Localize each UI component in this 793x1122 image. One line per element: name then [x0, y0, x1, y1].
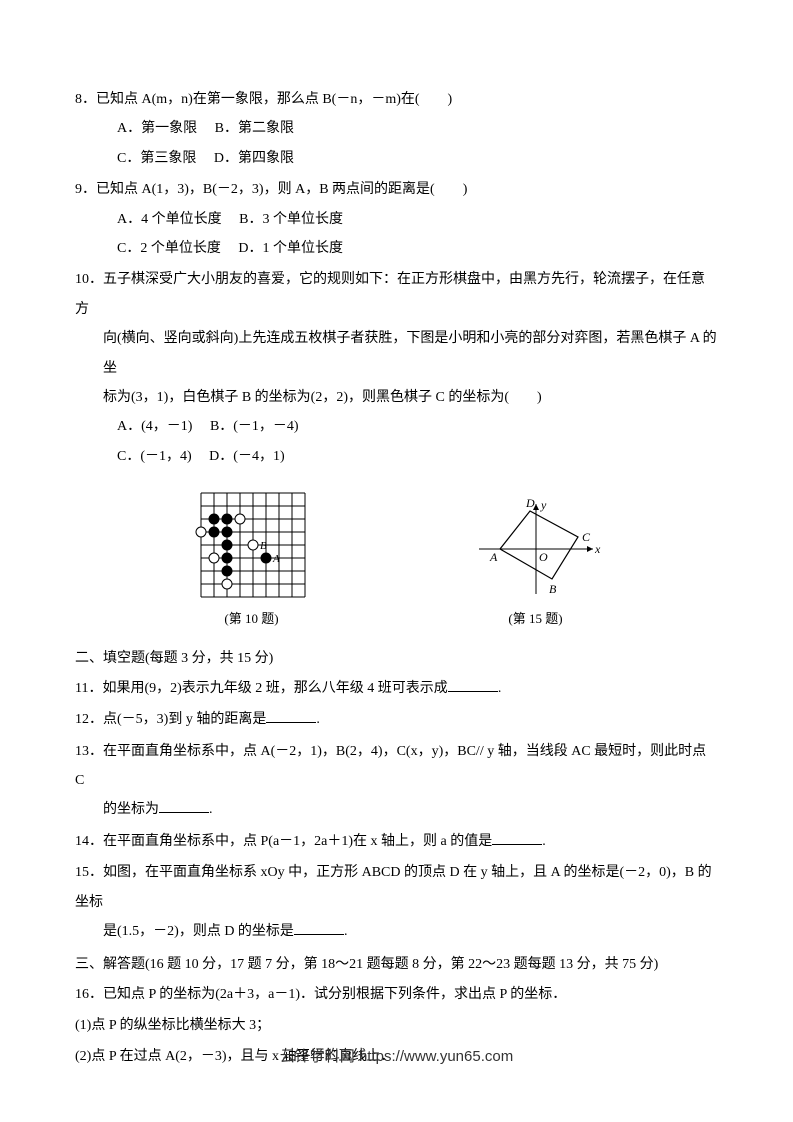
q10-options-row2: C．(－1，4) D．(－4，1): [75, 442, 718, 471]
q15-suffix: .: [344, 924, 348, 939]
page-footer: 云锋学科网 https://www.yun65.com: [0, 1041, 793, 1073]
q8-opt-c: C．第三象限: [117, 151, 196, 166]
question-9: 9．已知点 A(1，3)，B(－2，3)，则 A，B 两点间的距离是( ) A．…: [75, 175, 718, 263]
svg-text:y: y: [540, 499, 547, 512]
question-13: 13．在平面直角坐标系中，点 A(－2，1)，B(2，4)，C(x，y)，BC/…: [75, 737, 718, 825]
section-3-header: 三、解答题(16 题 10 分，17 题 7 分，第 18～21 题每题 8 分…: [75, 950, 718, 979]
q11-text: 11．如果用(9，2)表示九年级 2 班，那么八年级 4 班可表示成: [75, 681, 448, 696]
q16-stem: 16．已知点 P 的坐标为(2a＋3，a－1)．试分别根据下列条件，求出点 P …: [75, 980, 718, 1009]
q14-blank: [492, 829, 542, 844]
figure-10-svg: AB C: [193, 489, 311, 599]
q15-blank: [294, 920, 344, 935]
q9-opt-c: C．2 个单位长度: [117, 241, 221, 256]
q12-text: 12．点(－5，3)到 y 轴的距离是: [75, 712, 266, 727]
svg-text:D: D: [525, 499, 535, 510]
q9-stem: 9．已知点 A(1，3)，B(－2，3)，则 A，B 两点间的距离是( ): [75, 175, 718, 204]
q11-blank: [448, 676, 498, 691]
q10-opt-c: C．(－1，4): [117, 449, 192, 464]
figure-15-svg: A B C D Ox y: [471, 499, 601, 599]
q10-line3: 标为(3，1)，白色棋子 B 的坐标为(2，2)，则黑色棋子 C 的坐标为( ): [75, 383, 718, 412]
question-12: 12．点(－5，3)到 y 轴的距离是.: [75, 705, 718, 734]
svg-text:B: B: [549, 582, 557, 596]
question-10: 10．五子棋深受广大小朋友的喜爱，它的规则如下：在正方形棋盘中，由黑方先行，轮流…: [75, 265, 718, 471]
question-8: 8．已知点 A(m，n)在第一象限，那么点 B(－n，－m)在( ) A．第一象…: [75, 85, 718, 173]
figures-row: ABC (第 10 题) ABCDOxy (第 15 题): [75, 489, 718, 632]
svg-text:A: A: [489, 550, 498, 564]
q10-opt-a: A．(4，－1): [117, 419, 192, 434]
q10-line2: 向(横向、竖向或斜向)上先连成五枚棋子者获胜，下图是小明和小亮的部分对弈图，若黑…: [75, 324, 718, 383]
svg-text:C: C: [582, 530, 591, 544]
q9-opt-a: A．4 个单位长度: [117, 212, 222, 227]
svg-text:C: C: [221, 514, 229, 526]
q8-options-row2: C．第三象限 D．第四象限: [75, 144, 718, 173]
question-15: 15．如图，在平面直角坐标系 xOy 中，正方形 ABCD 的顶点 D 在 y …: [75, 858, 718, 946]
svg-text:x: x: [594, 542, 601, 556]
q12-suffix: .: [316, 712, 320, 727]
svg-text:B: B: [260, 540, 267, 552]
svg-text:A: A: [272, 553, 280, 565]
figure-10-caption: (第 10 题): [224, 605, 278, 632]
q9-options-row2: C．2 个单位长度 D．1 个单位长度: [75, 234, 718, 263]
q13-blank: [159, 798, 209, 813]
q8-opt-d: D．第四象限: [214, 151, 294, 166]
question-11: 11．如果用(9，2)表示九年级 2 班，那么八年级 4 班可表示成.: [75, 674, 718, 703]
q9-options-row1: A．4 个单位长度 B．3 个单位长度: [75, 205, 718, 234]
q14-text: 14．在平面直角坐标系中，点 P(a－1，2a＋1)在 x 轴上，则 a 的值是: [75, 834, 492, 849]
q15-line1: 15．如图，在平面直角坐标系 xOy 中，正方形 ABCD 的顶点 D 在 y …: [75, 858, 718, 917]
figure-15-caption: (第 15 题): [508, 605, 562, 632]
q10-opt-b: B．(－1，－4): [210, 419, 299, 434]
q12-blank: [266, 708, 316, 723]
q9-opt-b: B．3 个单位长度: [239, 212, 343, 227]
q13-line2-prefix: 的坐标为: [103, 802, 159, 817]
figure-15-block: A B C D Ox y (第 15 题): [471, 499, 601, 632]
section-2-header: 二、填空题(每题 3 分，共 15 分): [75, 644, 718, 673]
q16-part1: (1)点 P 的纵坐标比横坐标大 3；: [75, 1011, 718, 1040]
q15-line2: 是(1.5，－2)，则点 D 的坐标是.: [75, 917, 718, 946]
question-16: 16．已知点 P 的坐标为(2a＋3，a－1)．试分别根据下列条件，求出点 P …: [75, 980, 718, 1009]
figure-10-block: AB C (第 10 题): [193, 489, 311, 632]
q13-line2: 的坐标为.: [75, 795, 718, 824]
q10-line1: 10．五子棋深受广大小朋友的喜爱，它的规则如下：在正方形棋盘中，由黑方先行，轮流…: [75, 265, 718, 324]
question-14: 14．在平面直角坐标系中，点 P(a－1，2a＋1)在 x 轴上，则 a 的值是…: [75, 827, 718, 856]
q9-opt-d: D．1 个单位长度: [238, 241, 343, 256]
q8-options-row1: A．第一象限 B．第二象限: [75, 114, 718, 143]
q11-suffix: .: [498, 681, 502, 696]
q13-line1: 13．在平面直角坐标系中，点 A(－2，1)，B(2，4)，C(x，y)，BC/…: [75, 737, 718, 796]
q8-opt-b: B．第二象限: [215, 121, 294, 136]
q15-line2-prefix: 是(1.5，－2)，则点 D 的坐标是: [103, 924, 294, 939]
q8-opt-a: A．第一象限: [117, 121, 197, 136]
q8-stem: 8．已知点 A(m，n)在第一象限，那么点 B(－n，－m)在( ): [75, 85, 718, 114]
q14-suffix: .: [542, 834, 546, 849]
q13-suffix: .: [209, 802, 213, 817]
q10-opt-d: D．(－4，1): [209, 449, 284, 464]
q10-options-row1: A．(4，－1) B．(－1，－4): [75, 412, 718, 441]
svg-text:O: O: [539, 550, 548, 564]
